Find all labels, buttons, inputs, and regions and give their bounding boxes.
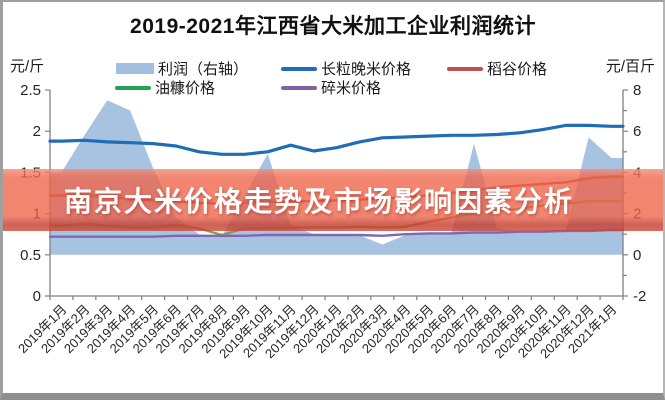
- legend-label-profit: 利润（右轴）: [158, 61, 249, 78]
- line-series-0: [48, 123, 625, 156]
- left-axis-tick-label: 0: [33, 288, 41, 305]
- legend-label-long-grain-rice: 长粒晚米价格: [321, 61, 412, 78]
- left-axis-tick-label: 2: [33, 123, 41, 140]
- right-axis-tick-label: 8: [633, 82, 641, 99]
- broken-rice-line-swatch: [281, 85, 317, 90]
- chart-title: 2019-2021年江西省大米加工企业利润统计: [130, 15, 536, 38]
- paddy-line-swatch: [447, 66, 483, 71]
- profit-area-swatch: [116, 63, 154, 74]
- right-axis-tick-label: 0: [633, 247, 641, 264]
- legend-label-paddy: 稻谷价格: [487, 61, 548, 78]
- overlay-banner-text: 南京大米价格走势及市场影响因素分析: [63, 186, 574, 217]
- left-axis-unit-label: 元/斤: [10, 58, 45, 75]
- left-axis-tick-label: 2.5: [20, 82, 41, 99]
- legend-item-profit: 利润（右轴）: [116, 58, 248, 79]
- line-series-3: [48, 228, 625, 238]
- legend-item-broken-rice-price: 碎米价格: [281, 77, 381, 98]
- legend-label-bran: 油糠价格: [155, 80, 216, 97]
- right-axis-tick-label: -2: [633, 288, 646, 305]
- legend-label-broken-rice: 碎米价格: [321, 80, 382, 97]
- legend-item-bran-price: 油糠价格: [115, 77, 215, 98]
- left-axis-tick-label: 0.5: [20, 247, 41, 264]
- right-axis-tick-label: 6: [633, 123, 641, 140]
- overlay-banner: 南京大米价格走势及市场影响因素分析: [3, 169, 663, 231]
- legend-item-long-grain-rice-price: 长粒晚米价格: [281, 58, 411, 79]
- bran-line-swatch: [115, 85, 151, 90]
- long-grain-rice-line-swatch: [281, 66, 317, 71]
- right-axis-unit-label: 元/百斤: [605, 58, 655, 75]
- legend-item-paddy-price: 稻谷价格: [447, 58, 547, 79]
